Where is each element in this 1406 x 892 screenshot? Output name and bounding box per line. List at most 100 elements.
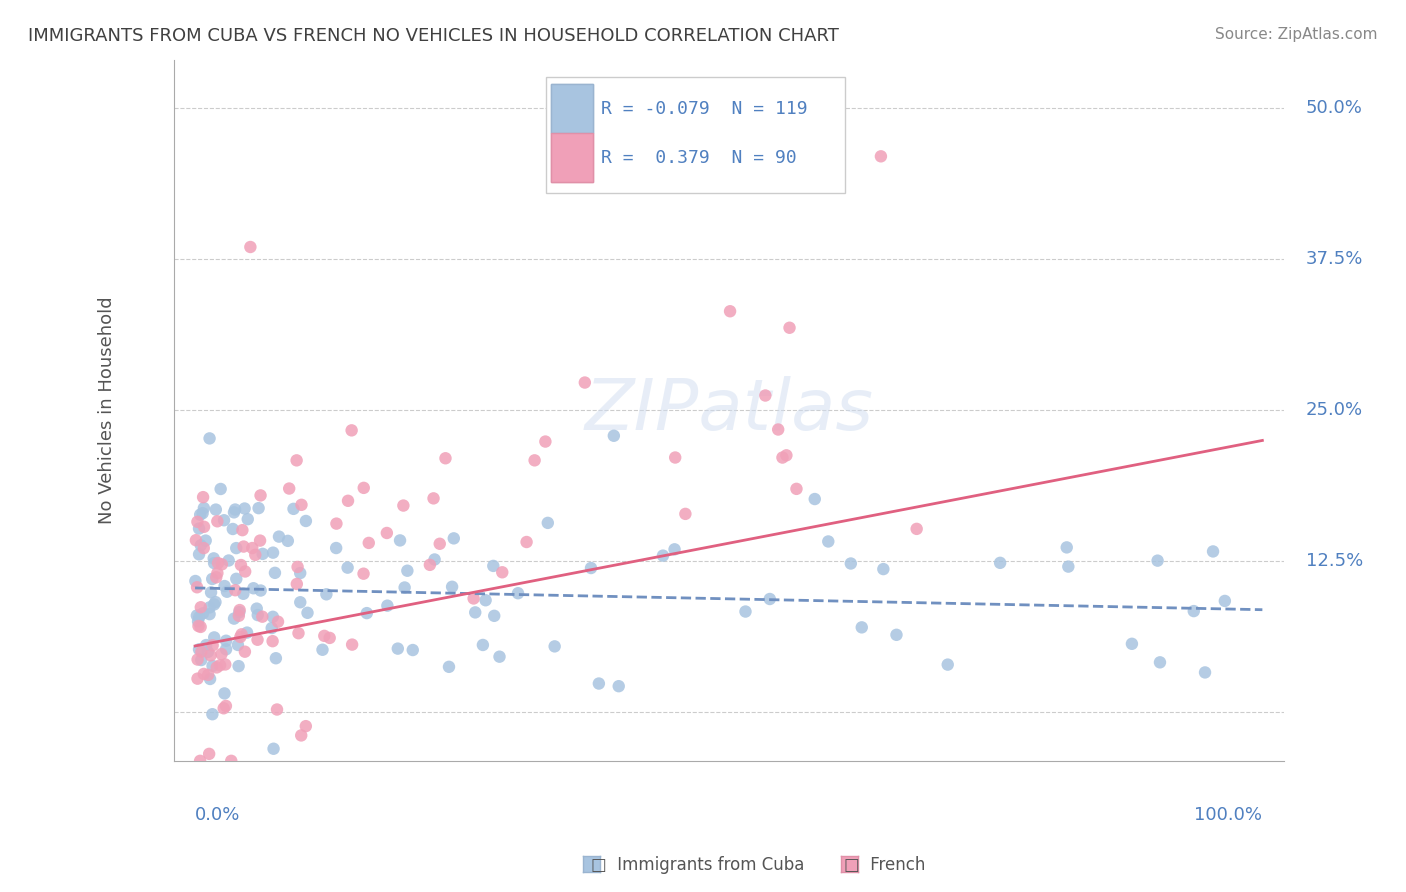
Point xyxy=(357,536,380,550)
Point xyxy=(202,631,225,645)
Point xyxy=(311,642,333,657)
Point xyxy=(193,541,215,555)
Point xyxy=(287,560,309,574)
Point xyxy=(184,574,207,588)
Point xyxy=(652,549,675,563)
Point xyxy=(240,541,263,555)
Point xyxy=(202,556,225,570)
Text: Source: ZipAtlas.com: Source: ZipAtlas.com xyxy=(1215,27,1378,42)
Point xyxy=(193,520,215,534)
Point xyxy=(249,583,271,598)
Point xyxy=(252,609,274,624)
Point xyxy=(377,599,399,613)
Point xyxy=(463,591,485,606)
Point xyxy=(211,647,233,661)
Point xyxy=(290,595,312,609)
Point xyxy=(215,584,238,599)
Text: 50.0%: 50.0% xyxy=(1306,99,1362,117)
Point xyxy=(249,488,271,502)
Point xyxy=(201,707,224,722)
Point xyxy=(337,493,360,508)
Point xyxy=(315,587,337,601)
Point xyxy=(247,501,270,516)
Point xyxy=(718,304,741,318)
Point xyxy=(184,533,207,548)
Text: 12.5%: 12.5% xyxy=(1306,552,1364,570)
Point xyxy=(207,514,229,528)
Point xyxy=(191,490,214,504)
Point xyxy=(198,747,221,761)
Point xyxy=(574,376,596,390)
Point xyxy=(201,659,224,673)
Point xyxy=(1202,544,1225,558)
Point xyxy=(236,625,259,640)
Point xyxy=(214,686,236,700)
Point xyxy=(278,482,301,496)
Point xyxy=(191,506,214,520)
Point xyxy=(188,508,211,522)
Point xyxy=(803,491,825,506)
Text: R = -0.079  N = 119: R = -0.079 N = 119 xyxy=(602,100,807,118)
Point xyxy=(262,634,284,648)
Point xyxy=(423,552,446,566)
Point xyxy=(534,434,557,449)
Point xyxy=(204,595,226,609)
Point xyxy=(188,754,211,768)
FancyBboxPatch shape xyxy=(551,84,593,133)
Point xyxy=(872,562,894,576)
Point xyxy=(198,607,221,621)
Point xyxy=(839,557,862,571)
Point xyxy=(245,548,267,562)
Text: 25.0%: 25.0% xyxy=(1306,401,1362,419)
Point xyxy=(314,629,336,643)
Point xyxy=(188,547,211,561)
Point xyxy=(222,612,245,626)
Point xyxy=(186,580,208,594)
Point xyxy=(224,583,246,598)
Point xyxy=(264,651,287,665)
Point xyxy=(772,450,794,465)
Point xyxy=(779,320,801,334)
Point xyxy=(785,482,807,496)
Point xyxy=(429,537,451,551)
Point xyxy=(290,566,312,580)
Point xyxy=(202,598,225,612)
Point xyxy=(588,676,610,690)
Point xyxy=(233,645,256,659)
Point xyxy=(201,572,224,586)
Point xyxy=(375,526,398,541)
Point xyxy=(1146,554,1168,568)
Point xyxy=(664,450,686,465)
Point xyxy=(190,538,212,552)
Point xyxy=(231,523,253,537)
Point xyxy=(224,502,246,516)
Point xyxy=(207,556,229,570)
Point xyxy=(394,581,416,595)
Point xyxy=(228,603,250,617)
Point xyxy=(200,648,222,663)
Point xyxy=(396,564,419,578)
Point xyxy=(218,553,240,567)
Point xyxy=(392,499,415,513)
Point xyxy=(233,501,256,516)
Point xyxy=(242,581,264,595)
Point xyxy=(191,607,214,621)
Point xyxy=(318,631,340,645)
Text: □  Immigrants from Cuba: □ Immigrants from Cuba xyxy=(591,856,804,874)
Point xyxy=(211,558,233,572)
Point xyxy=(232,540,254,554)
Point xyxy=(287,626,309,640)
Point xyxy=(336,560,359,574)
Point xyxy=(419,558,441,572)
Point xyxy=(209,658,232,673)
Point xyxy=(249,533,271,548)
Point xyxy=(225,541,247,555)
Point xyxy=(283,501,305,516)
Point xyxy=(607,679,630,693)
Point xyxy=(285,453,308,467)
Point xyxy=(441,580,464,594)
Text: ZIPatlas: ZIPatlas xyxy=(585,376,873,445)
Point xyxy=(209,482,232,496)
Point xyxy=(212,701,235,715)
Point xyxy=(516,535,538,549)
